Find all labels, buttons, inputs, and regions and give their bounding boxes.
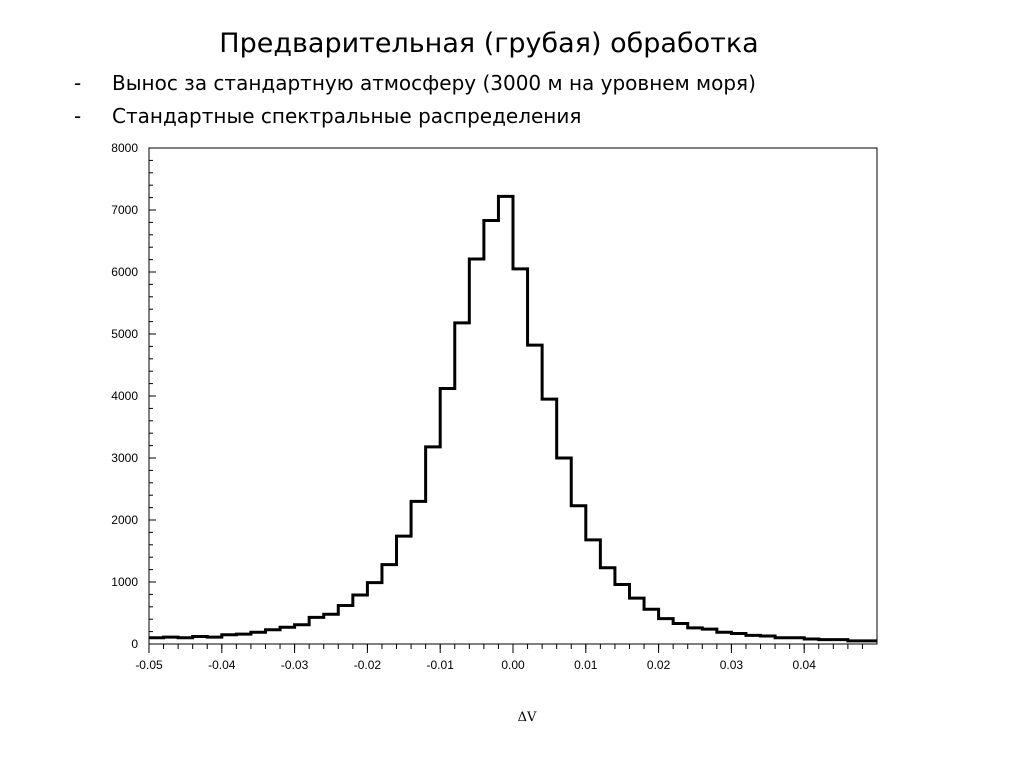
- x-tick-label: -0.02: [354, 658, 382, 672]
- histogram-bin: [746, 635, 761, 644]
- histogram-bin: [571, 506, 586, 644]
- histogram-bin: [498, 196, 513, 644]
- x-tick-label: 0.01: [574, 658, 598, 672]
- histogram-bin: [790, 638, 805, 644]
- histogram-bin: [833, 640, 848, 644]
- bullet-list: - Вынос за стандартную атмосферу (3000 м…: [74, 70, 756, 136]
- histogram-bin: [265, 630, 280, 644]
- histogram-bin: [426, 447, 441, 644]
- x-tick-label: 0.03: [720, 658, 744, 672]
- slide-title: Предварительная (грубая) обработка: [219, 28, 759, 59]
- x-axis-title: ΔV: [518, 710, 537, 725]
- x-tick-label: -0.03: [281, 658, 309, 672]
- bullet-item: - Вынос за стандартную атмосферу (3000 м…: [74, 70, 756, 103]
- y-tick-label: 5000: [111, 327, 138, 341]
- y-tick-label: 4000: [111, 389, 138, 403]
- histogram-bin: [469, 259, 484, 644]
- histogram-bin: [862, 641, 877, 644]
- histogram-bin: [586, 540, 601, 644]
- bullet-dash: -: [74, 71, 82, 95]
- histogram-bin: [513, 269, 528, 644]
- histogram-bin: [353, 595, 368, 644]
- x-tick-label: -0.01: [427, 658, 455, 672]
- histogram-bin: [629, 598, 644, 644]
- bullet-dash: -: [74, 104, 82, 128]
- histogram-bin: [338, 606, 353, 644]
- histogram-bin: [717, 632, 732, 644]
- histogram-bin: [688, 628, 703, 644]
- histogram-bin: [542, 399, 557, 644]
- histogram-bin: [295, 625, 310, 644]
- y-tick-label: 2000: [111, 513, 138, 527]
- histogram-bin: [702, 629, 717, 644]
- x-tick-label: 0.02: [647, 658, 671, 672]
- histogram-bin: [731, 633, 746, 644]
- histogram-outline: [149, 194, 877, 643]
- histogram-bin: [207, 637, 222, 644]
- histogram-bin: [600, 568, 615, 644]
- histogram-bin: [324, 614, 339, 644]
- y-tick-label: 6000: [111, 265, 138, 279]
- histogram-bin: [528, 345, 543, 644]
- histogram-bin: [455, 323, 470, 644]
- histogram-bin: [309, 617, 324, 644]
- histogram-bin: [819, 640, 834, 644]
- y-tick-label: 8000: [111, 141, 138, 155]
- histogram-bin: [222, 635, 237, 644]
- bullet-item: - Стандартные спектральные распределения: [74, 103, 756, 136]
- y-tick-label: 3000: [111, 451, 138, 465]
- x-tick-label: -0.04: [208, 658, 236, 672]
- bullet-text: Вынос за стандартную атмосферу (3000 м н…: [112, 71, 756, 95]
- histogram-bin: [775, 638, 790, 644]
- histogram-bin: [411, 501, 426, 644]
- histogram-bin: [804, 639, 819, 644]
- y-tick-label: 7000: [111, 203, 138, 217]
- histogram-bin: [149, 638, 164, 644]
- histogram-bin: [615, 584, 630, 644]
- histogram-bin: [164, 637, 179, 644]
- histogram-bin: [382, 565, 397, 644]
- x-tick-label: 0.04: [793, 658, 817, 672]
- histogram-bin: [659, 619, 674, 644]
- histogram-bin: [848, 641, 863, 644]
- histogram-bin: [251, 632, 266, 644]
- histogram-bin: [236, 634, 251, 644]
- y-tick-label: 1000: [111, 575, 138, 589]
- y-tick-label: 0: [131, 637, 138, 651]
- histogram-bin: [397, 536, 412, 644]
- x-tick-label: 0.00: [501, 658, 525, 672]
- histogram-bin: [280, 627, 295, 644]
- histogram-bin: [193, 637, 208, 644]
- histogram-bin: [673, 624, 688, 644]
- histogram-bin: [761, 636, 776, 644]
- histogram-bin: [484, 221, 499, 644]
- x-tick-label: -0.05: [135, 658, 163, 672]
- bullet-text: Стандартные спектральные распределения: [112, 104, 582, 128]
- histogram-bin: [440, 389, 455, 644]
- histogram-bin: [644, 609, 659, 644]
- histogram-bin: [178, 638, 193, 644]
- histogram-bin: [367, 583, 382, 644]
- histogram-bin: [557, 458, 572, 644]
